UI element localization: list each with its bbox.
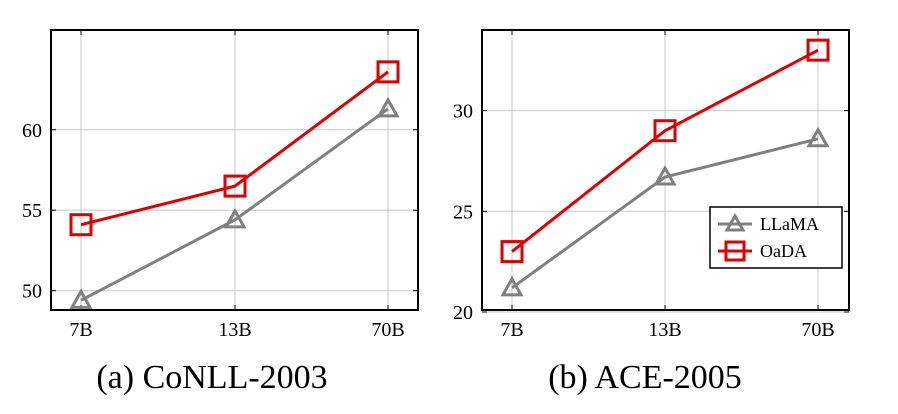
triangle-marker <box>376 96 400 118</box>
chart-2: 20 25 30 7B 13B 70B LLaMA OaDA (b) ACE-2005 <box>453 29 850 396</box>
square-marker <box>376 60 400 84</box>
legend-label: OaDA <box>760 241 807 261</box>
triangle-marker <box>223 207 247 229</box>
x-tick-label: 7B <box>500 319 523 341</box>
series-line-oada <box>80 70 389 227</box>
y-tick-label: 20 <box>453 302 473 324</box>
x-tick-label: 70B <box>801 319 834 341</box>
x-tick-label: 13B <box>218 319 251 341</box>
x-tick-label: 13B <box>648 319 681 341</box>
x-tick-label: 7B <box>69 319 92 341</box>
triangle-marker <box>69 288 93 309</box>
legend: LLaMA OaDA <box>709 206 843 269</box>
y-tick-label: 25 <box>453 201 473 223</box>
triangle-marker <box>806 126 830 148</box>
y-tick-label: 60 <box>22 120 42 142</box>
triangle-marker <box>653 164 677 186</box>
x-tick-label: 70B <box>371 319 404 341</box>
y-tick-label: 30 <box>453 101 473 123</box>
series-line-llama <box>511 137 819 290</box>
square-marker <box>69 213 93 237</box>
square-marker <box>500 240 524 264</box>
square-marker <box>223 174 247 198</box>
chart-caption: (b) ACE-2005 <box>548 359 742 396</box>
series-line-llama <box>80 107 389 302</box>
y-tick-label: 50 <box>22 281 42 303</box>
series-line-oada <box>511 48 819 253</box>
legend-triangle-marker <box>724 212 746 232</box>
legend-label: LLaMA <box>760 214 819 234</box>
legend-box <box>709 206 843 269</box>
triangle-marker <box>500 275 524 297</box>
square-marker <box>653 119 677 143</box>
y-tick-label: 55 <box>22 200 42 222</box>
chart-1: 50 55 60 7B 13B 70B (a) CoNLL-2003 <box>22 29 419 396</box>
legend-square-marker <box>724 240 746 262</box>
chart-caption: (a) CoNLL-2003 <box>96 359 327 396</box>
square-marker <box>806 38 830 62</box>
